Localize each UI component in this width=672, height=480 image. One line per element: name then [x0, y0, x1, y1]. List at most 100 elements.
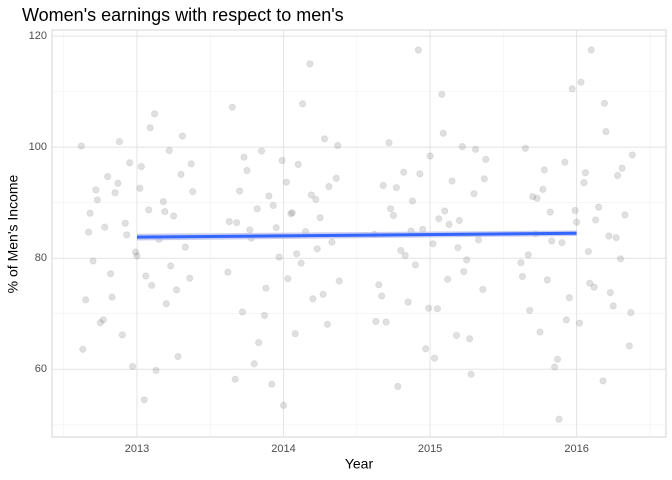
point	[399, 168, 408, 176]
point	[146, 124, 154, 132]
point	[584, 247, 593, 256]
point	[372, 317, 380, 326]
point	[479, 285, 487, 294]
point	[421, 345, 430, 353]
point	[445, 220, 453, 229]
point	[332, 174, 340, 182]
point	[284, 275, 292, 283]
point	[561, 158, 569, 166]
point	[287, 210, 295, 218]
point	[279, 401, 288, 410]
point	[250, 360, 258, 368]
point	[394, 382, 402, 391]
point	[243, 166, 251, 175]
point	[454, 243, 462, 252]
point	[162, 300, 171, 308]
point	[89, 257, 97, 265]
point	[278, 156, 286, 165]
point	[627, 308, 635, 317]
point	[521, 144, 530, 152]
point	[147, 281, 156, 290]
point	[79, 345, 87, 353]
point	[131, 248, 140, 256]
point	[379, 181, 387, 190]
point	[121, 219, 129, 227]
point	[539, 185, 547, 194]
point	[118, 331, 127, 339]
x-axis-label: Year	[345, 456, 374, 472]
point	[174, 352, 182, 361]
point	[565, 293, 573, 302]
point	[262, 284, 270, 292]
point	[246, 226, 254, 234]
point	[562, 316, 571, 324]
point	[568, 85, 576, 93]
x-tick-label: 2015	[418, 443, 442, 455]
point	[335, 277, 343, 285]
x-tick-label: 2016	[564, 443, 588, 455]
point	[392, 183, 401, 192]
point	[101, 223, 109, 231]
point	[111, 188, 119, 197]
y-tick-label: 60	[35, 363, 47, 375]
point	[334, 141, 342, 150]
point	[430, 354, 439, 362]
point	[297, 259, 305, 267]
point	[142, 272, 150, 280]
point	[294, 160, 302, 169]
point	[293, 250, 301, 258]
point	[555, 415, 563, 423]
point	[257, 147, 266, 155]
point	[232, 218, 241, 227]
point	[169, 212, 178, 220]
point	[254, 338, 263, 347]
point	[438, 90, 446, 99]
panel-border	[51, 29, 667, 438]
point	[572, 218, 581, 226]
point	[594, 203, 603, 211]
point	[528, 192, 537, 201]
point	[448, 177, 456, 185]
point	[397, 246, 405, 255]
point	[558, 238, 566, 247]
y-axis-label: % of Men's Income	[5, 174, 21, 293]
point	[140, 396, 149, 404]
point	[275, 253, 283, 261]
point	[609, 302, 617, 310]
y-tick-label: 80	[35, 252, 47, 264]
point	[161, 207, 169, 216]
point	[253, 205, 261, 213]
point	[467, 370, 475, 378]
point	[313, 245, 321, 253]
point	[429, 240, 437, 248]
point	[291, 330, 299, 338]
point	[231, 375, 239, 383]
point	[606, 288, 615, 297]
point	[260, 311, 269, 320]
point	[92, 186, 100, 194]
point	[385, 139, 393, 147]
point	[123, 231, 131, 239]
point	[602, 127, 610, 136]
point	[543, 276, 552, 284]
y-tick-label: 100	[29, 141, 47, 153]
point	[616, 255, 625, 263]
y-tick-label: 120	[29, 30, 47, 42]
point	[108, 293, 116, 301]
point	[99, 316, 107, 324]
point	[172, 286, 181, 294]
point	[306, 60, 314, 68]
point	[628, 151, 636, 159]
point	[536, 328, 544, 336]
point	[77, 142, 86, 150]
point	[465, 335, 474, 343]
point	[159, 197, 168, 206]
point	[84, 228, 93, 236]
point	[312, 195, 320, 204]
point	[93, 196, 102, 204]
point	[416, 170, 424, 178]
point	[613, 171, 622, 180]
point	[177, 170, 185, 179]
point	[577, 78, 585, 86]
point	[238, 308, 247, 316]
